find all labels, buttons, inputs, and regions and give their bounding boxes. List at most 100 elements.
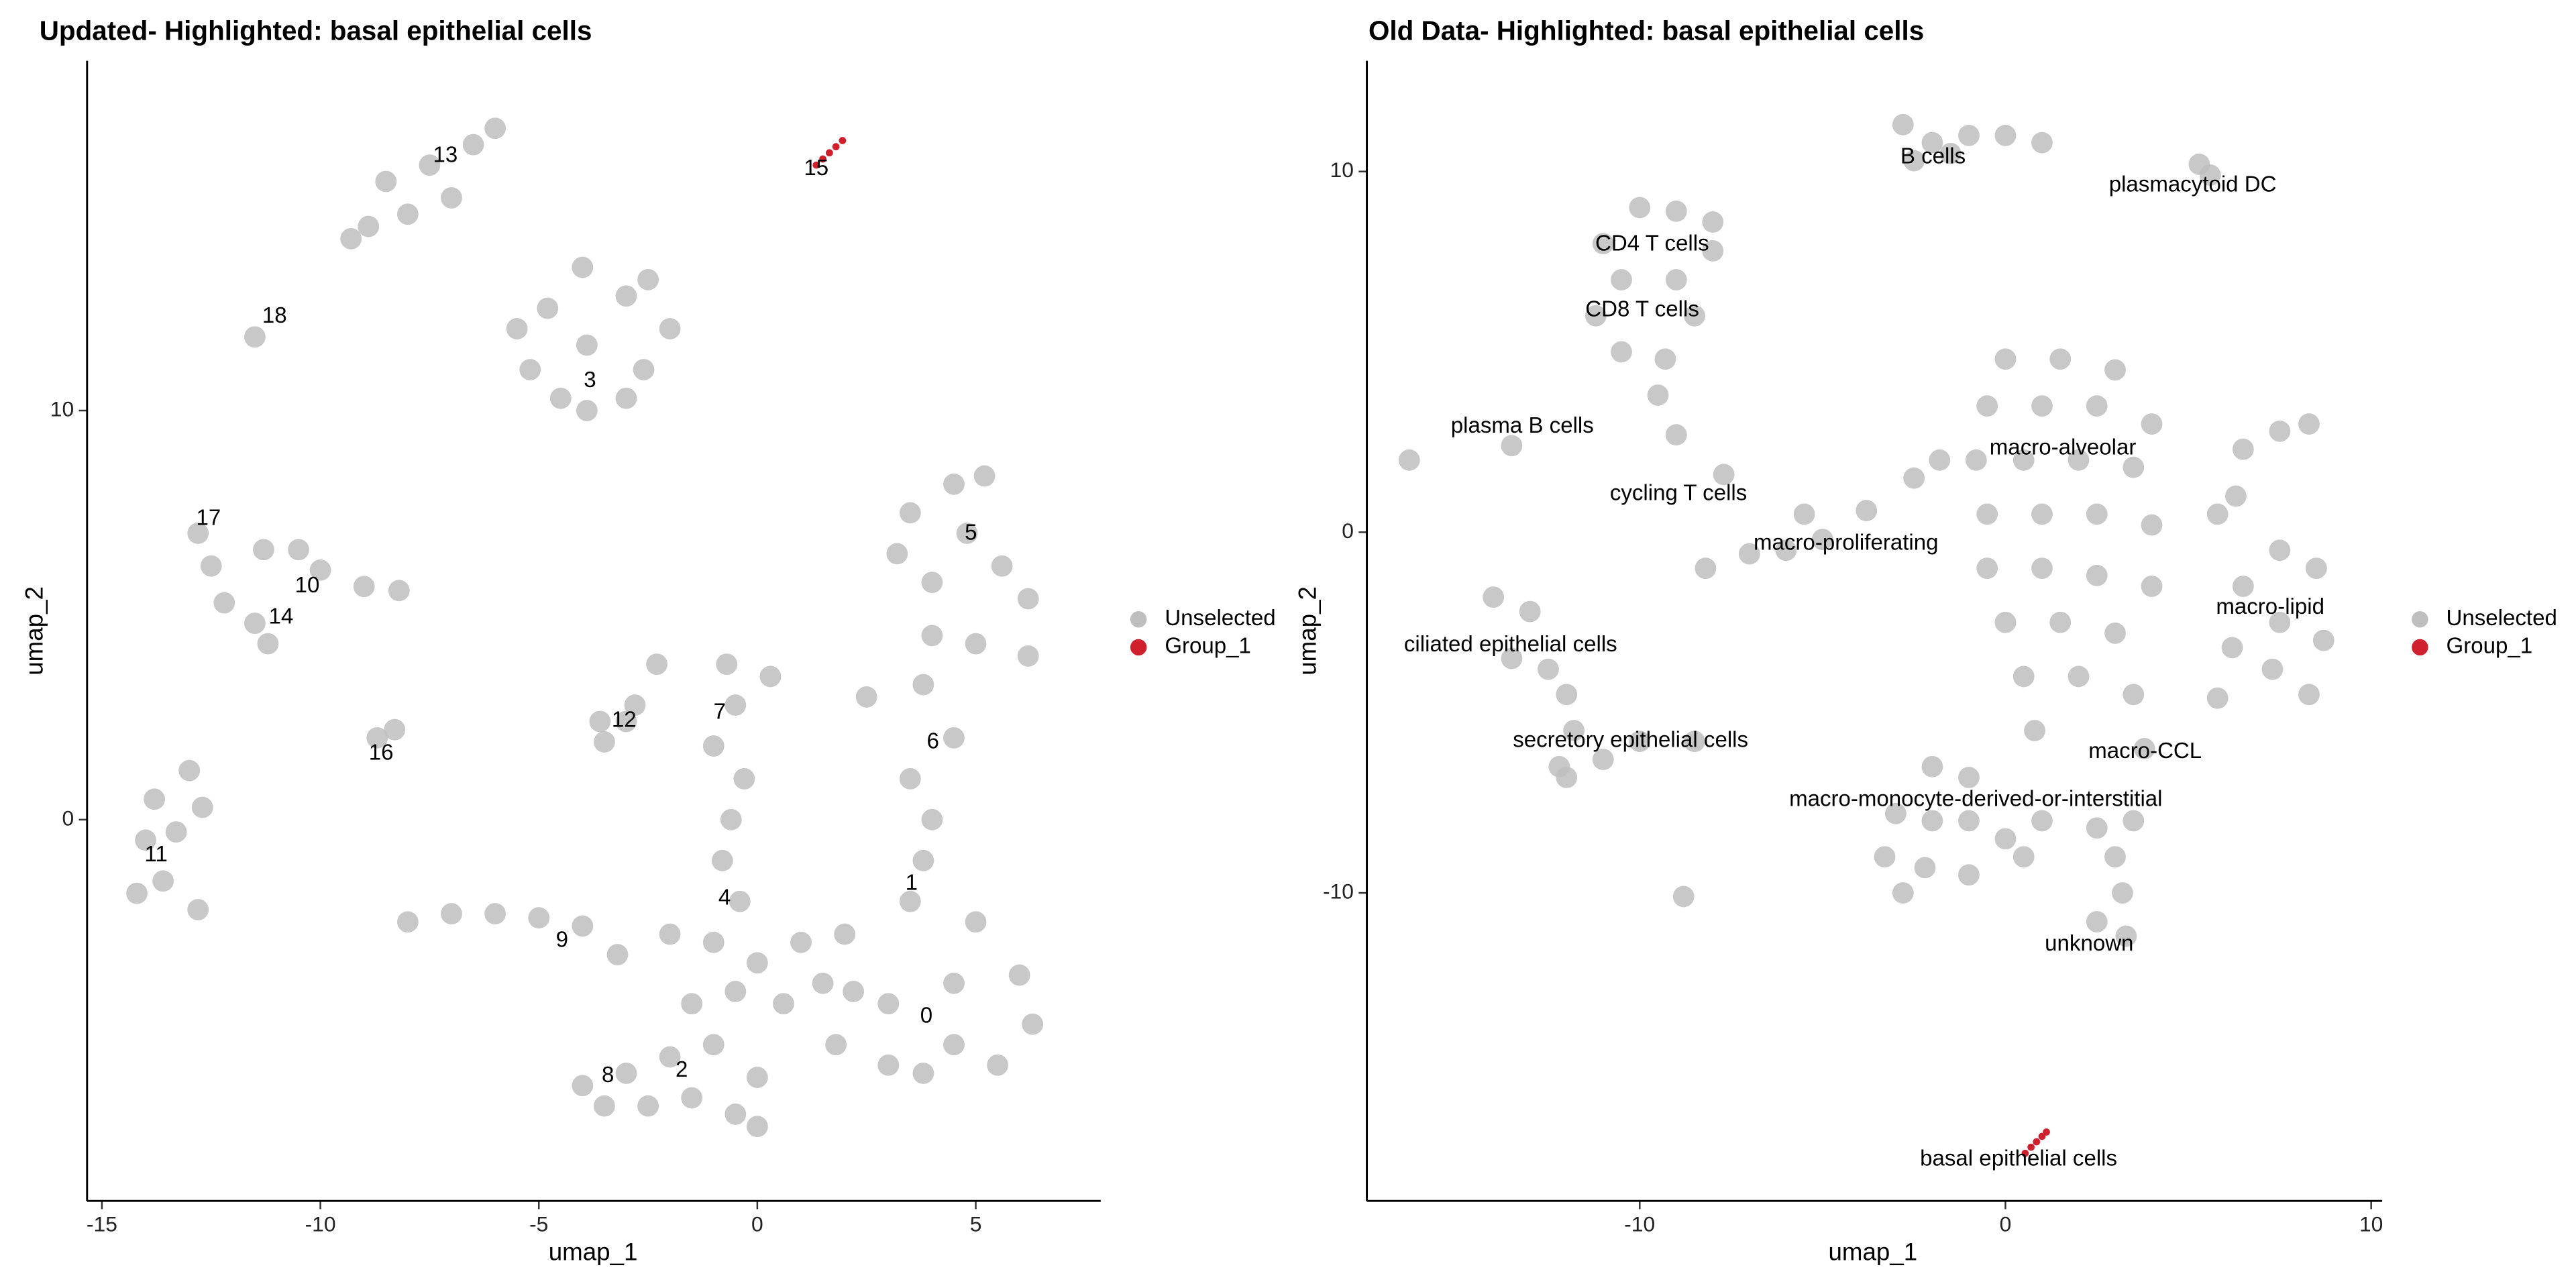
point [2115, 925, 2137, 947]
point [2206, 687, 2229, 709]
cluster-label: 11 [145, 842, 168, 867]
point [1874, 846, 1896, 868]
cluster-label: 6 [927, 729, 939, 753]
highlight-point [2027, 1143, 2035, 1151]
point [549, 387, 572, 409]
point [1892, 882, 1914, 904]
point [1611, 341, 1632, 363]
point [484, 117, 506, 140]
point [606, 944, 629, 966]
y-axis-title: umap_2 [21, 586, 48, 676]
point [358, 215, 380, 237]
point [702, 735, 724, 757]
point [353, 576, 375, 598]
point [1976, 557, 1998, 580]
point [1994, 611, 2017, 633]
point [1856, 500, 1878, 522]
point [1929, 449, 1951, 471]
point [1592, 749, 1614, 771]
point [2012, 846, 2035, 868]
point [624, 694, 646, 716]
point [187, 523, 209, 544]
point [681, 993, 703, 1015]
cluster-label: 4 [718, 885, 731, 910]
point [637, 1095, 659, 1117]
point [388, 580, 410, 602]
point [1702, 211, 1724, 233]
point [576, 400, 598, 421]
point [2086, 503, 2108, 525]
point [956, 523, 978, 544]
point [912, 1063, 934, 1084]
point [1713, 464, 1735, 486]
point [733, 767, 755, 790]
point [716, 653, 738, 676]
point [1811, 529, 1833, 551]
point [987, 1054, 1009, 1076]
point [1629, 731, 1651, 753]
point [1548, 755, 1570, 777]
y-tick-label: 10 [50, 396, 74, 421]
point [943, 1034, 965, 1056]
point [615, 285, 637, 307]
point [1654, 348, 1676, 370]
point [2123, 684, 2145, 706]
point [2269, 611, 2291, 633]
point [834, 923, 856, 945]
x-tick-label: -10 [305, 1212, 336, 1236]
point [1958, 124, 1980, 146]
point [1585, 305, 1607, 327]
highlight-point [819, 155, 826, 163]
point [2031, 557, 2053, 580]
point [720, 808, 742, 830]
point [724, 981, 747, 1002]
y-tick-label: 10 [1330, 158, 1354, 182]
point [576, 334, 598, 356]
point [1684, 305, 1705, 327]
point [1665, 424, 1687, 446]
cluster-label: 5 [965, 520, 977, 545]
cluster-label: 2 [676, 1057, 688, 1082]
cluster-label: 7 [714, 699, 726, 724]
cluster-label: 14 [269, 604, 294, 629]
point [1501, 435, 1523, 457]
cluster-label: macro-monocyte-derived-or-interstitial [1789, 787, 2162, 812]
highlight-point [2021, 1149, 2029, 1157]
x-tick-label: 5 [970, 1212, 982, 1236]
point [812, 972, 834, 994]
cluster-label: 1 [906, 870, 918, 895]
point [2049, 611, 2072, 633]
point [1903, 150, 1925, 172]
point [419, 154, 441, 176]
cluster-label: 9 [556, 928, 568, 953]
point [572, 256, 594, 278]
point [746, 952, 768, 974]
point [759, 665, 782, 688]
point [921, 572, 943, 594]
cluster-label: 12 [612, 708, 637, 733]
point [191, 796, 213, 818]
point [200, 555, 222, 577]
point [702, 931, 724, 953]
point [1665, 200, 1687, 222]
point [790, 931, 812, 953]
point [441, 186, 462, 209]
point [921, 808, 943, 830]
y-axis-title: umap_2 [1294, 586, 1322, 676]
point [912, 849, 934, 871]
point [973, 465, 996, 487]
cluster-label: macro-lipid [2216, 594, 2324, 619]
point [1563, 720, 1585, 741]
point [729, 890, 751, 912]
point [1884, 802, 1907, 824]
point [519, 359, 541, 380]
x-tick-label: 0 [2000, 1212, 2012, 1236]
point [2012, 449, 2035, 471]
point [1008, 964, 1030, 986]
point [2049, 348, 2072, 370]
point [1892, 113, 1914, 136]
highlight-point [839, 137, 847, 144]
point [2104, 622, 2126, 644]
point [366, 727, 388, 749]
